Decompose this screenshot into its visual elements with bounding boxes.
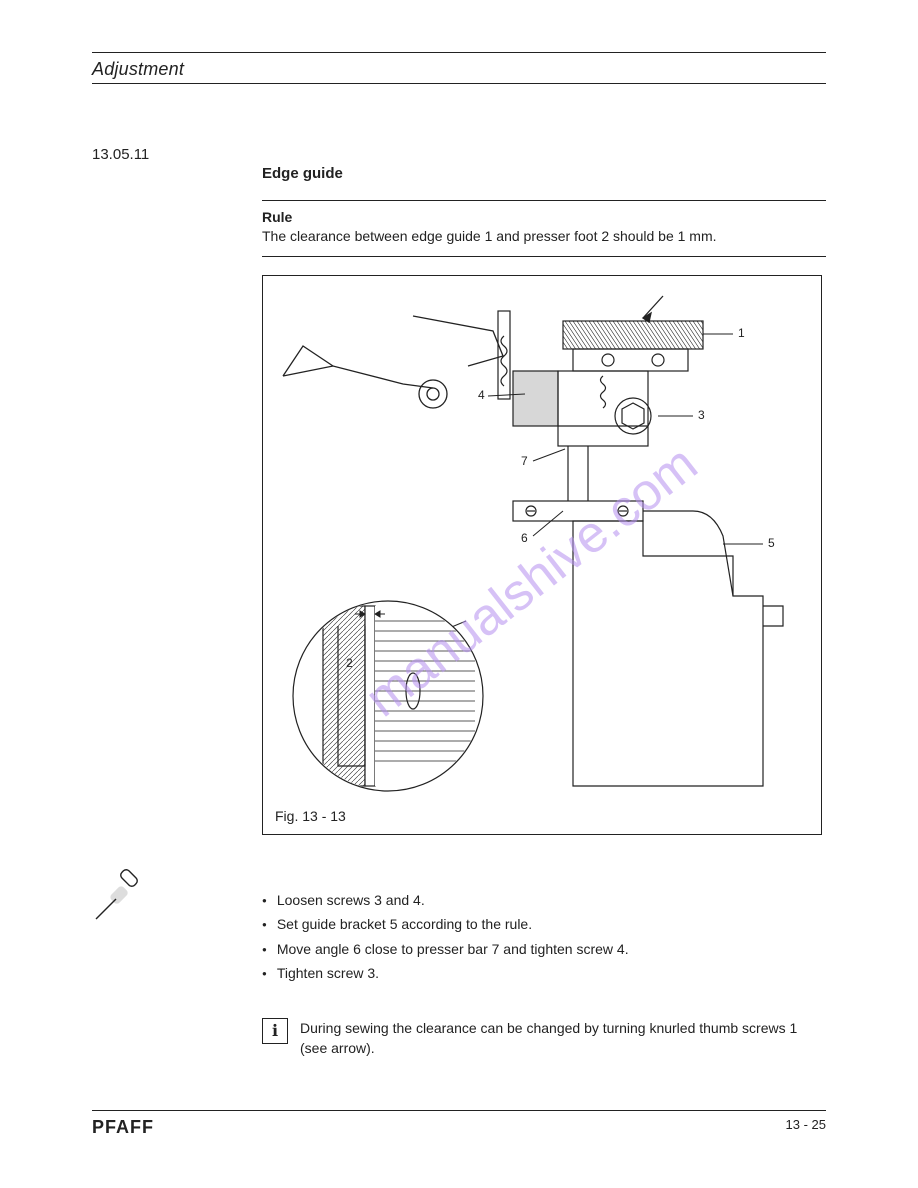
figure-label-6: 6 (521, 531, 528, 545)
figure-label-2: 2 (346, 656, 353, 670)
figure-label-1: 1 (738, 326, 745, 340)
figure-label-3: 3 (698, 408, 705, 422)
subsection-number: 13.05.11 (92, 146, 826, 163)
figure-number: Fig. 13 - 13 (275, 808, 346, 824)
procedure-step: Move angle 6 close to presser bar 7 and … (262, 939, 822, 959)
procedure-step: Loosen screws 3 and 4. (262, 890, 822, 910)
rule-label: Rule (262, 209, 826, 225)
figure: 1 3 4 7 6 5 2 manualshive.com Fig. 13 - … (262, 275, 822, 835)
procedure-list: Loosen screws 3 and 4. Set guide bracket… (262, 890, 822, 987)
figure-label-4: 4 (478, 388, 485, 402)
info-text: During sewing the clearance can be chang… (300, 1018, 820, 1059)
section-heading: Adjustment (92, 57, 826, 83)
figure-label-5: 5 (768, 536, 775, 550)
procedure-step: Set guide bracket 5 according to the rul… (262, 914, 822, 934)
page-number: 13 - 25 (786, 1117, 826, 1132)
subsection-title: Edge guide (262, 165, 826, 182)
procedure-step: Tighten screw 3. (262, 963, 822, 983)
info-icon: ℹ (262, 1018, 288, 1044)
rule-box: Rule The clearance between edge guide 1 … (262, 200, 826, 257)
rule-text: The clearance between edge guide 1 and p… (262, 227, 826, 246)
figure-label-7: 7 (521, 454, 528, 468)
screwdriver-icon (90, 865, 150, 925)
mechanical-diagram (263, 276, 823, 836)
brand-logo: PFAFF (92, 1117, 154, 1137)
page-footer: PFAFF 13 - 25 (92, 1110, 826, 1138)
